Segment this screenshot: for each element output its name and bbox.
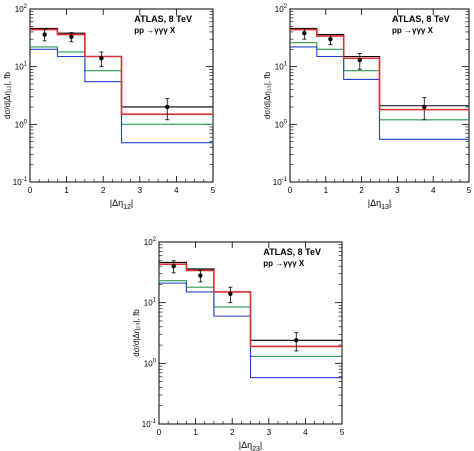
data-point bbox=[328, 36, 333, 42]
data-point bbox=[294, 338, 299, 343]
data-point bbox=[228, 291, 233, 297]
y-axis-ticks: 10-1 100 101 102 bbox=[273, 4, 469, 187]
data-point bbox=[42, 32, 47, 37]
x-axis-ticks: 0 1 2 3 4 5 bbox=[288, 9, 472, 195]
x-tick-label: 3 bbox=[138, 186, 143, 195]
chart-subtitle: pp →γγγ X bbox=[392, 26, 434, 35]
series-line bbox=[30, 28, 213, 115]
x-axis-label: |Δη13| bbox=[368, 198, 392, 211]
data-point bbox=[171, 263, 176, 269]
x-tick-label: 3 bbox=[395, 186, 400, 195]
x-tick-label: 1 bbox=[324, 186, 329, 195]
data-point bbox=[165, 104, 170, 110]
x-tick-label: 5 bbox=[211, 186, 216, 195]
series-line bbox=[290, 28, 469, 111]
y-tick-label: 100 bbox=[15, 119, 28, 129]
data-point bbox=[69, 34, 74, 39]
data-point bbox=[302, 31, 307, 36]
chart-panel-dEta23: 0 1 2 3 4 5 10-1 100 101 102 ATLAS, 8 TeV pp →γγγ X… bbox=[132, 237, 345, 451]
y-tick-label: 102 bbox=[144, 237, 157, 247]
chart-subtitle: pp →γγγ X bbox=[263, 259, 305, 268]
x-tick-label: 4 bbox=[174, 186, 179, 195]
series-line bbox=[159, 263, 342, 348]
chart-panel-dEta12: 0 1 2 3 4 5 10-1 100 101 102 ATLAS, 8 TeV pp →γγγ X… bbox=[3, 4, 216, 211]
y-tick-label: 101 bbox=[15, 62, 28, 72]
x-tick-label: 3 bbox=[267, 428, 272, 437]
y-axis-ticks: 10-1 100 101 102 bbox=[142, 237, 342, 429]
x-tick-label: 1 bbox=[64, 186, 69, 195]
data-point bbox=[357, 57, 363, 63]
data-point bbox=[422, 104, 427, 110]
data-point bbox=[198, 273, 203, 278]
x-tick-label: 4 bbox=[303, 428, 308, 437]
x-axis-ticks: 0 1 2 3 4 5 bbox=[28, 9, 216, 195]
x-axis-label: |Δη23| bbox=[239, 440, 263, 451]
y-tick-label: 101 bbox=[275, 62, 288, 72]
x-tick-label: 2 bbox=[230, 428, 235, 437]
chart-title: ATLAS, 8 TeV bbox=[392, 14, 450, 24]
y-tick-label: 10-1 bbox=[273, 177, 288, 187]
y-axis-ticks: 10-1 100 101 102 bbox=[13, 4, 213, 187]
y-axis-label: dσ/d|Δη₁₃|, fb bbox=[263, 71, 272, 119]
y-axis-label: dσ/d|Δη₁₂|, fb bbox=[3, 71, 12, 118]
x-tick-label: 0 bbox=[288, 186, 293, 195]
y-tick-label: 10-1 bbox=[13, 177, 28, 187]
x-tick-label: 4 bbox=[431, 186, 436, 195]
series-line bbox=[30, 48, 213, 144]
chart-panel-dEta13: 0 1 2 3 4 5 10-1 100 101 102 ATLAS, 8 TeV pp →γγγ X… bbox=[263, 4, 472, 211]
chart-title: ATLAS, 8 TeV bbox=[134, 14, 192, 24]
chart-subtitle: pp →γγγ X bbox=[134, 26, 176, 35]
y-tick-label: 102 bbox=[15, 4, 28, 14]
x-tick-label: 1 bbox=[193, 428, 198, 437]
x-tick-label: 5 bbox=[340, 428, 345, 437]
y-tick-label: 100 bbox=[275, 119, 288, 129]
y-axis-label: dσ/d|Δη₂₃|, fb bbox=[132, 309, 141, 357]
y-tick-label: 102 bbox=[275, 4, 288, 14]
x-axis-ticks: 0 1 2 3 4 5 bbox=[157, 242, 345, 437]
series-line bbox=[159, 282, 342, 379]
x-tick-label: 5 bbox=[467, 186, 472, 195]
y-tick-label: 10-1 bbox=[142, 419, 157, 429]
chart-title: ATLAS, 8 TeV bbox=[263, 247, 321, 257]
x-tick-label: 2 bbox=[101, 186, 106, 195]
y-tick-label: 100 bbox=[144, 358, 157, 368]
y-tick-label: 101 bbox=[144, 298, 157, 308]
x-tick-label: 0 bbox=[157, 428, 162, 437]
x-tick-label: 0 bbox=[28, 186, 33, 195]
x-axis-label: |Δη12| bbox=[110, 198, 134, 211]
series-line bbox=[290, 46, 469, 140]
data-point bbox=[99, 56, 104, 61]
x-tick-label: 2 bbox=[359, 186, 364, 195]
